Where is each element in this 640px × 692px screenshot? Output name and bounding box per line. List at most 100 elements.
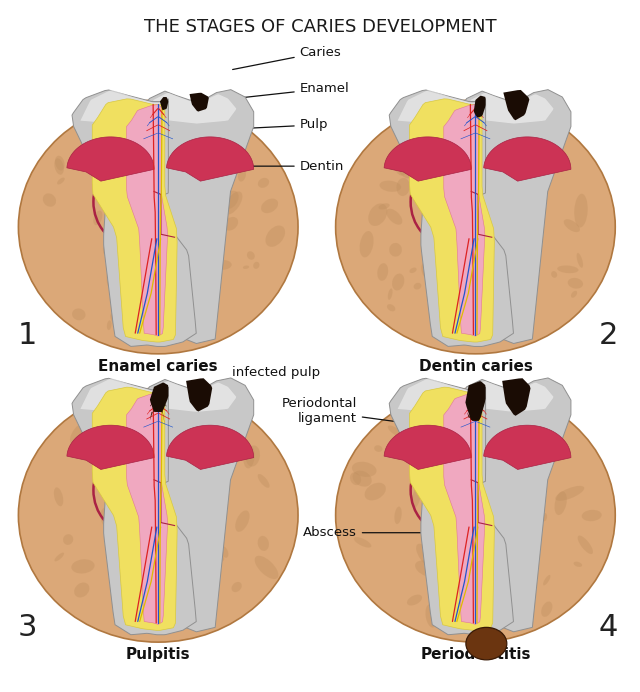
Ellipse shape	[188, 157, 204, 167]
Ellipse shape	[110, 313, 132, 336]
Ellipse shape	[180, 212, 193, 236]
Ellipse shape	[170, 217, 178, 223]
Ellipse shape	[335, 100, 615, 354]
Ellipse shape	[258, 178, 269, 188]
Ellipse shape	[122, 284, 139, 311]
Ellipse shape	[224, 217, 238, 230]
Ellipse shape	[198, 304, 212, 317]
Ellipse shape	[266, 226, 285, 247]
Polygon shape	[465, 381, 486, 421]
Ellipse shape	[100, 507, 114, 529]
Polygon shape	[72, 379, 196, 635]
Ellipse shape	[578, 536, 593, 554]
Ellipse shape	[176, 585, 186, 598]
Ellipse shape	[475, 219, 493, 232]
Ellipse shape	[196, 289, 207, 295]
Ellipse shape	[57, 178, 65, 185]
Ellipse shape	[478, 502, 490, 536]
Ellipse shape	[197, 480, 203, 490]
Ellipse shape	[470, 564, 477, 583]
Ellipse shape	[433, 132, 444, 149]
Ellipse shape	[212, 260, 232, 270]
Ellipse shape	[354, 537, 371, 547]
Ellipse shape	[139, 444, 149, 455]
Ellipse shape	[542, 513, 547, 521]
Ellipse shape	[140, 563, 154, 576]
Ellipse shape	[462, 305, 478, 325]
Ellipse shape	[577, 253, 583, 268]
Polygon shape	[389, 90, 513, 347]
Ellipse shape	[204, 476, 216, 483]
Ellipse shape	[412, 486, 421, 508]
Ellipse shape	[153, 192, 167, 200]
Ellipse shape	[127, 455, 147, 473]
Ellipse shape	[543, 575, 550, 585]
Ellipse shape	[247, 251, 255, 260]
Ellipse shape	[173, 163, 193, 172]
Ellipse shape	[377, 263, 388, 281]
Polygon shape	[384, 425, 471, 469]
Polygon shape	[444, 393, 485, 624]
Ellipse shape	[258, 536, 269, 551]
Ellipse shape	[554, 491, 567, 515]
Ellipse shape	[406, 413, 425, 442]
Ellipse shape	[453, 323, 464, 342]
Text: Enamel: Enamel	[221, 82, 349, 100]
Polygon shape	[474, 95, 486, 118]
Polygon shape	[160, 97, 168, 110]
Ellipse shape	[516, 425, 536, 435]
Ellipse shape	[431, 217, 438, 224]
Ellipse shape	[261, 199, 278, 213]
Ellipse shape	[246, 446, 260, 466]
Ellipse shape	[413, 460, 419, 468]
Ellipse shape	[93, 210, 102, 225]
Polygon shape	[189, 93, 209, 111]
Ellipse shape	[396, 178, 410, 196]
Ellipse shape	[448, 579, 460, 587]
Ellipse shape	[177, 549, 184, 556]
Polygon shape	[145, 93, 236, 124]
Ellipse shape	[179, 192, 186, 200]
Ellipse shape	[178, 217, 189, 230]
Ellipse shape	[106, 273, 115, 291]
Ellipse shape	[164, 310, 186, 331]
Ellipse shape	[123, 304, 142, 322]
Ellipse shape	[547, 443, 560, 455]
Ellipse shape	[571, 291, 577, 298]
Polygon shape	[397, 90, 482, 123]
Ellipse shape	[463, 487, 477, 500]
Polygon shape	[67, 137, 154, 181]
Ellipse shape	[103, 239, 118, 258]
Ellipse shape	[386, 209, 403, 225]
Ellipse shape	[201, 504, 217, 526]
Text: 4: 4	[599, 613, 618, 642]
Ellipse shape	[524, 217, 534, 232]
Ellipse shape	[335, 388, 615, 642]
Ellipse shape	[253, 262, 259, 269]
Ellipse shape	[532, 219, 544, 226]
Ellipse shape	[223, 191, 239, 209]
Polygon shape	[410, 99, 494, 342]
Polygon shape	[92, 387, 177, 630]
Ellipse shape	[92, 134, 109, 145]
Ellipse shape	[440, 300, 454, 320]
Ellipse shape	[444, 508, 451, 516]
Ellipse shape	[353, 471, 372, 486]
Ellipse shape	[97, 176, 111, 189]
Ellipse shape	[378, 203, 390, 210]
Polygon shape	[186, 379, 212, 412]
Ellipse shape	[495, 611, 506, 627]
Ellipse shape	[150, 455, 156, 466]
Ellipse shape	[551, 271, 557, 277]
Ellipse shape	[476, 570, 498, 584]
Ellipse shape	[179, 565, 184, 574]
Ellipse shape	[392, 273, 404, 291]
Ellipse shape	[126, 142, 140, 157]
Ellipse shape	[54, 158, 64, 175]
Ellipse shape	[556, 486, 584, 501]
Text: Periodontal
ligament: Periodontal ligament	[282, 397, 454, 429]
Ellipse shape	[509, 257, 516, 266]
Ellipse shape	[236, 511, 250, 532]
Ellipse shape	[380, 181, 401, 192]
Ellipse shape	[488, 308, 512, 322]
